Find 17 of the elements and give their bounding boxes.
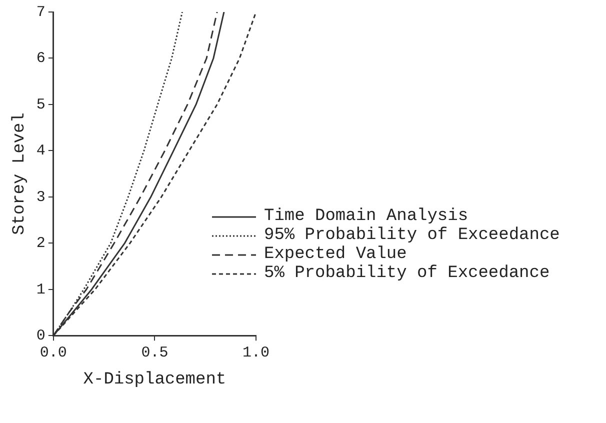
y-tick-label: 1	[36, 281, 46, 298]
legend-label: Expected Value	[264, 245, 407, 264]
y-tick-label: 7	[36, 4, 46, 21]
y-tick-label: 0	[36, 328, 46, 345]
y-tick-label: 5	[36, 96, 46, 114]
x-axis-title: X-Displacement	[83, 370, 226, 390]
legend-label: 95% Probability of Exceedance	[264, 226, 560, 245]
y-tick-label: 4	[36, 142, 46, 160]
x-tick-label: 0.0	[40, 344, 67, 362]
y-tick-label: 6	[36, 50, 46, 68]
y-tick-label: 3	[36, 188, 46, 206]
legend-label: Time Domain Analysis	[264, 207, 468, 226]
x-tick-label: 0.5	[141, 344, 168, 362]
legend-label: 5% Probability of Exceedance	[264, 264, 550, 283]
x-tick-label: 1.0	[242, 344, 270, 362]
y-tick-label: 2	[36, 235, 46, 252]
y-axis-title: Storey Level	[10, 112, 30, 236]
